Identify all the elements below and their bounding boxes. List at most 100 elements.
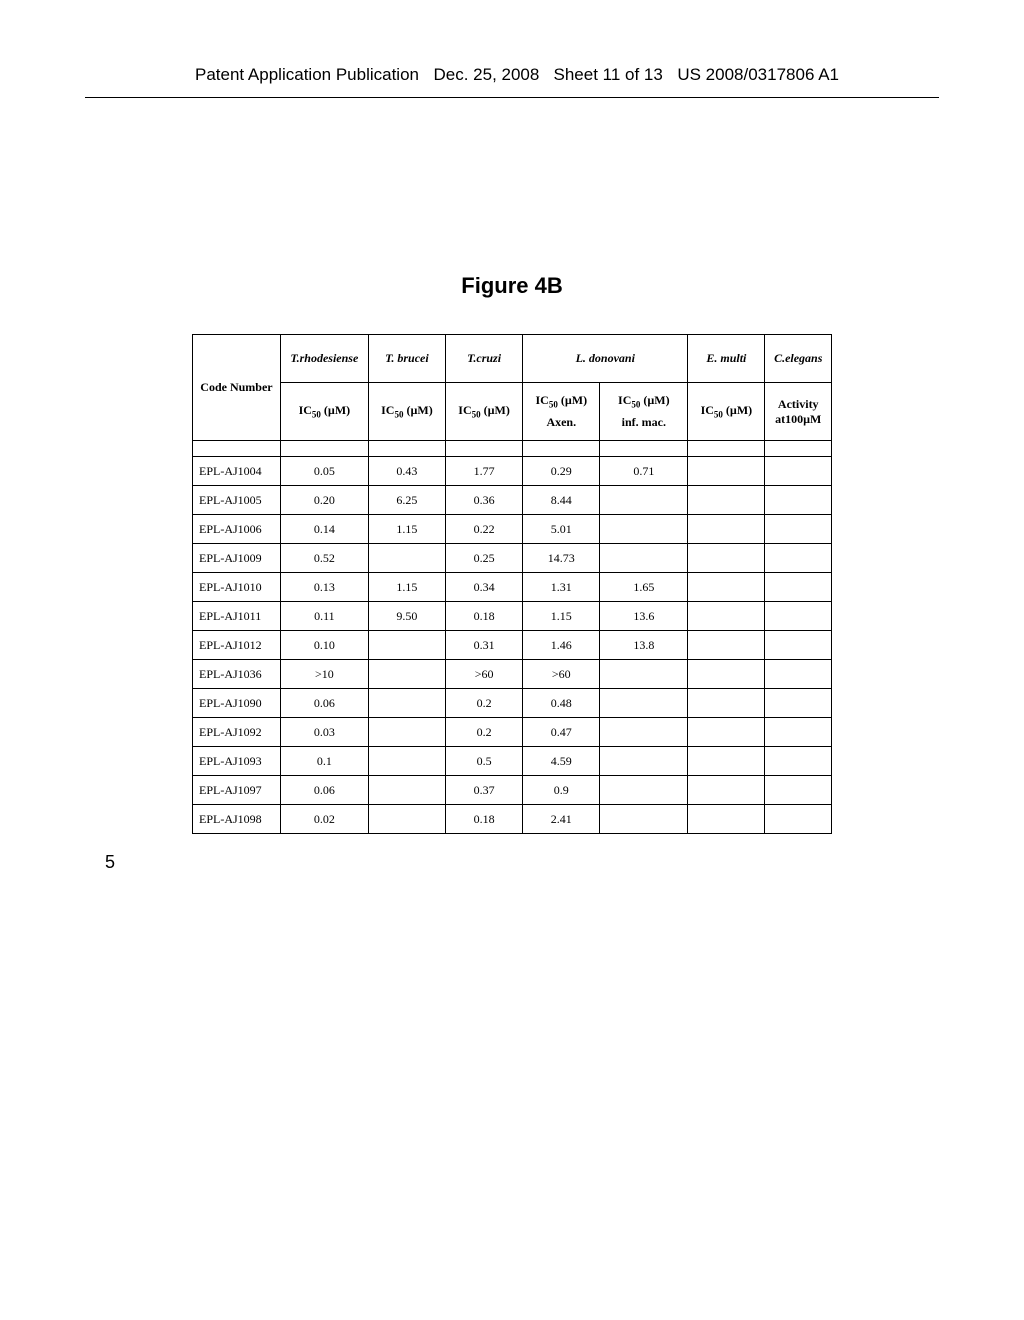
cell-cruz: 0.34: [446, 573, 523, 602]
cell-cruz: 0.5: [446, 747, 523, 776]
cell-cruz: 0.18: [446, 602, 523, 631]
cell-code: EPL-AJ1005: [193, 486, 281, 515]
cell-mult: [688, 573, 765, 602]
cell-don2: [600, 544, 688, 573]
cell-rhod: 0.20: [280, 486, 368, 515]
cell-mult: [688, 486, 765, 515]
cell-rhod: 0.52: [280, 544, 368, 573]
header-left: Patent Application Publication: [195, 65, 419, 85]
cell-don1: 1.15: [523, 602, 600, 631]
table-row: EPL-AJ10110.119.500.181.1513.6: [193, 602, 832, 631]
cell-code: EPL-AJ1098: [193, 805, 281, 834]
footer-number: 5: [105, 852, 1024, 873]
cell-bruc: 1.15: [368, 573, 445, 602]
cell-cruz: >60: [446, 660, 523, 689]
cell-don2: [600, 515, 688, 544]
cell-mult: [688, 805, 765, 834]
cell-eleg: [765, 486, 832, 515]
col-don-header: L. donovani: [523, 335, 688, 383]
cell-don2: [600, 689, 688, 718]
cell-don1: 1.31: [523, 573, 600, 602]
cell-don1: 14.73: [523, 544, 600, 573]
col-code-header: Code Number: [193, 335, 281, 441]
cell-bruc: [368, 660, 445, 689]
cell-cruz: 0.18: [446, 805, 523, 834]
cell-mult: [688, 718, 765, 747]
cell-eleg: [765, 805, 832, 834]
cell-don1: 8.44: [523, 486, 600, 515]
cell-cruz: 1.77: [446, 457, 523, 486]
cell-code: EPL-AJ1036: [193, 660, 281, 689]
table-row: EPL-AJ10900.060.20.48: [193, 689, 832, 718]
cell-code: EPL-AJ1004: [193, 457, 281, 486]
table-row: EPL-AJ10930.10.54.59: [193, 747, 832, 776]
cell-don2: 13.6: [600, 602, 688, 631]
cell-cruz: 0.31: [446, 631, 523, 660]
cell-bruc: [368, 544, 445, 573]
cell-bruc: [368, 747, 445, 776]
table-header-row: Code Number T.rhodesiense T. brucei T.cr…: [193, 335, 832, 383]
cell-mult: [688, 689, 765, 718]
cell-rhod: >10: [280, 660, 368, 689]
table-subheader-row: IC50 (µM) IC50 (µM) IC50 (µM) IC50 (µM)A…: [193, 383, 832, 441]
cell-don1: 0.29: [523, 457, 600, 486]
sub-eleg: Activityat100µM: [765, 383, 832, 441]
cell-bruc: 1.15: [368, 515, 445, 544]
cell-rhod: 0.05: [280, 457, 368, 486]
cell-code: EPL-AJ1093: [193, 747, 281, 776]
col-mult-header: E. multi: [688, 335, 765, 383]
table-row: EPL-AJ10120.100.311.4613.8: [193, 631, 832, 660]
cell-don2: [600, 660, 688, 689]
table-row: EPL-AJ1036>10 >60>60: [193, 660, 832, 689]
cell-eleg: [765, 631, 832, 660]
cell-rhod: 0.02: [280, 805, 368, 834]
cell-bruc: 6.25: [368, 486, 445, 515]
col-rhod-header: T.rhodesiense: [280, 335, 368, 383]
cell-mult: [688, 544, 765, 573]
table-row: EPL-AJ10920.030.20.47: [193, 718, 832, 747]
cell-code: EPL-AJ1011: [193, 602, 281, 631]
cell-eleg: [765, 747, 832, 776]
cell-eleg: [765, 602, 832, 631]
col-cruz-header: T.cruzi: [446, 335, 523, 383]
cell-don2: 1.65: [600, 573, 688, 602]
cell-eleg: [765, 660, 832, 689]
cell-bruc: [368, 805, 445, 834]
cell-rhod: 0.11: [280, 602, 368, 631]
sub-don-infmac: IC50 (µM)inf. mac.: [600, 383, 688, 441]
cell-eleg: [765, 573, 832, 602]
cell-mult: [688, 457, 765, 486]
cell-don2: [600, 805, 688, 834]
cell-rhod: 0.1: [280, 747, 368, 776]
header-center: Dec. 25, 2008 Sheet 11 of 13: [433, 65, 662, 85]
cell-cruz: 0.37: [446, 776, 523, 805]
blank-row: [193, 441, 832, 457]
cell-mult: [688, 747, 765, 776]
cell-bruc: [368, 689, 445, 718]
cell-rhod: 0.06: [280, 689, 368, 718]
cell-cruz: 0.2: [446, 689, 523, 718]
table-row: EPL-AJ10040.050.431.770.290.71: [193, 457, 832, 486]
cell-don2: [600, 747, 688, 776]
cell-don2: [600, 776, 688, 805]
cell-code: EPL-AJ1090: [193, 689, 281, 718]
table-row: EPL-AJ10090.520.2514.73: [193, 544, 832, 573]
cell-bruc: [368, 718, 445, 747]
ic50-table: Code Number T.rhodesiense T. brucei T.cr…: [192, 334, 832, 834]
sub-bruc: IC50 (µM): [368, 383, 445, 441]
cell-cruz: 0.36: [446, 486, 523, 515]
cell-cruz: 0.25: [446, 544, 523, 573]
cell-mult: [688, 631, 765, 660]
cell-don1: >60: [523, 660, 600, 689]
cell-rhod: 0.14: [280, 515, 368, 544]
cell-rhod: 0.13: [280, 573, 368, 602]
table-row: EPL-AJ10050.206.250.368.44: [193, 486, 832, 515]
cell-don2: 13.8: [600, 631, 688, 660]
col-eleg-header: C.elegans: [765, 335, 832, 383]
cell-don1: 1.46: [523, 631, 600, 660]
sub-mult: IC50 (µM): [688, 383, 765, 441]
cell-cruz: 0.22: [446, 515, 523, 544]
cell-code: EPL-AJ1012: [193, 631, 281, 660]
cell-mult: [688, 660, 765, 689]
cell-eleg: [765, 544, 832, 573]
